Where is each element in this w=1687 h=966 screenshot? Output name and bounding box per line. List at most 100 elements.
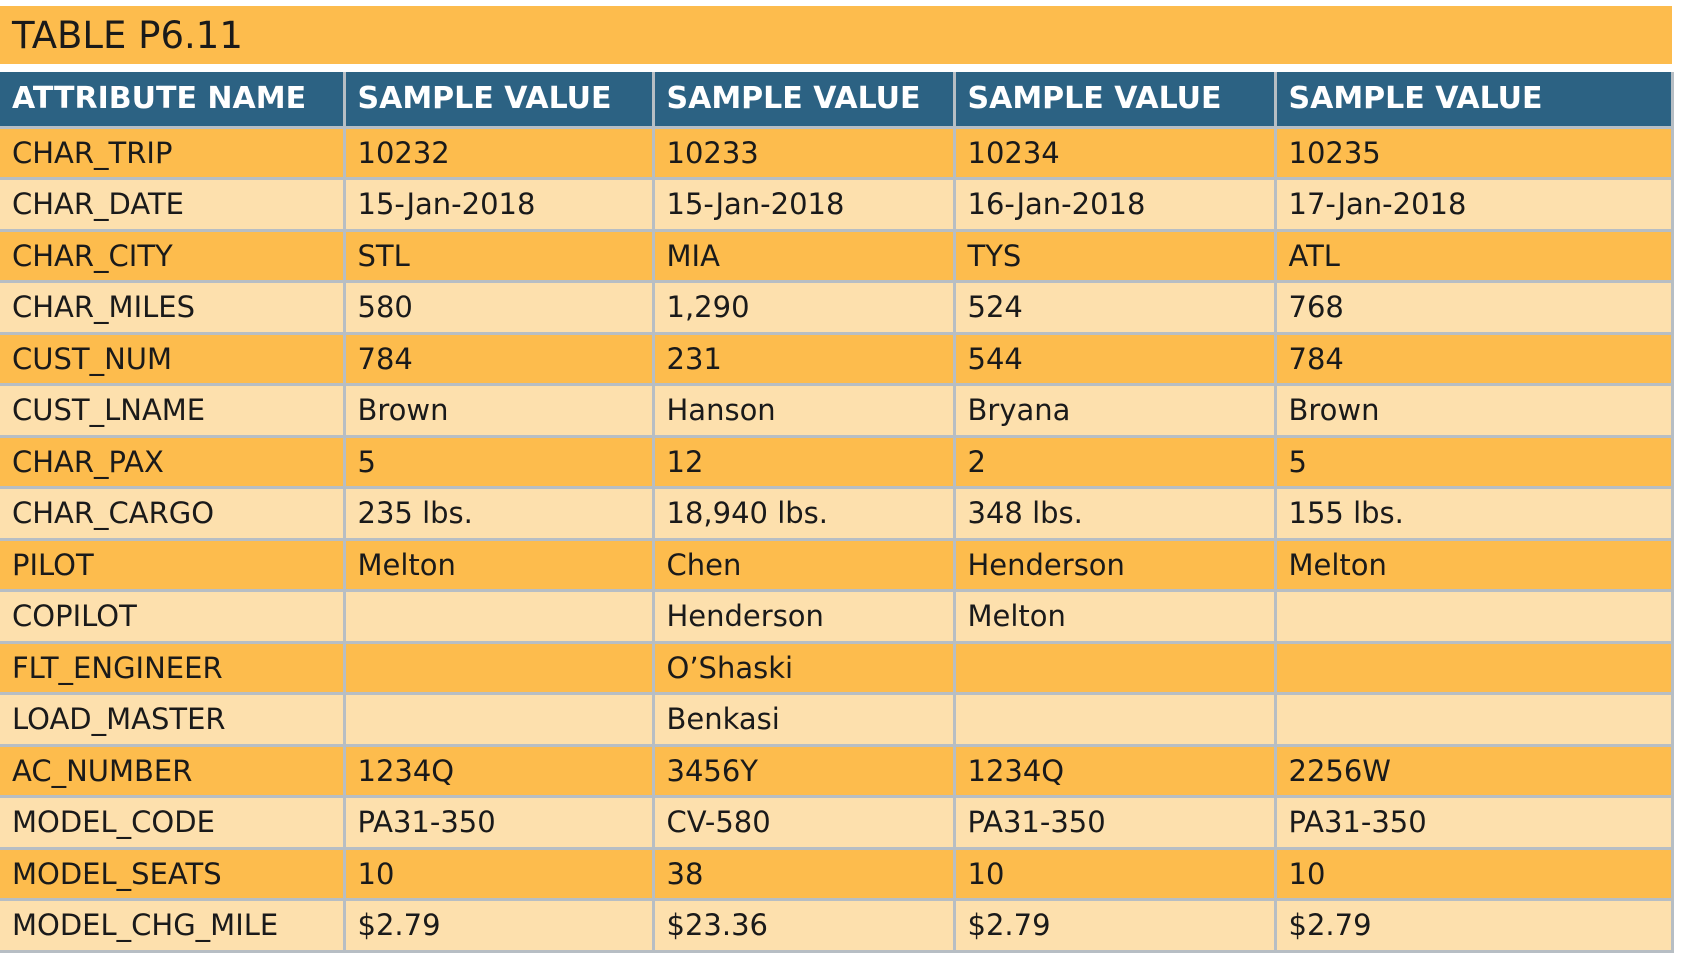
table-row: FLT_ENGINEER O’Shaski: [0, 640, 1674, 695]
sample-value-cell: 10: [952, 846, 1277, 901]
sample-value-cell: Chen: [651, 537, 956, 592]
sample-value-cell: 155 lbs.: [1273, 486, 1674, 541]
attribute-name-cell: FLT_ENGINEER: [0, 640, 346, 695]
sample-value-cell: [342, 589, 655, 644]
table-row: CHAR_MILES 580 1,290 524 768: [0, 280, 1674, 335]
table-row: AC_NUMBER 1234Q 3456Y 1234Q 2256W: [0, 743, 1674, 798]
table-title: TABLE P6.11: [12, 13, 243, 57]
attribute-name-cell: CHAR_TRIP: [0, 125, 346, 180]
table-row: PILOT Melton Chen Henderson Melton: [0, 537, 1674, 592]
sample-value-cell: Melton: [952, 589, 1277, 644]
sample-value-cell: PA31-350: [1273, 795, 1674, 850]
attribute-name-cell: CHAR_PAX: [0, 434, 346, 489]
table-row: CHAR_TRIP 10232 10233 10234 10235: [0, 125, 1674, 180]
sample-value-cell: Brown: [342, 383, 655, 438]
table-row: CHAR_CITY STL MIA TYS ATL: [0, 228, 1674, 283]
sample-value-cell: 768: [1273, 280, 1674, 335]
sample-value-cell: PA31-350: [952, 795, 1277, 850]
table-row: MODEL_CHG_MILE $2.79 $23.36 $2.79 $2.79: [0, 898, 1674, 953]
sample-value-cell: MIA: [651, 228, 956, 283]
header-sample-value-3: SAMPLE VALUE: [952, 72, 1277, 129]
table-row: CHAR_PAX 5 12 2 5: [0, 434, 1674, 489]
sample-value-cell: TYS: [952, 228, 1277, 283]
sample-value-cell: 1234Q: [342, 743, 655, 798]
sample-value-cell: 2256W: [1273, 743, 1674, 798]
sample-value-cell: Brown: [1273, 383, 1674, 438]
sample-value-cell: [1273, 589, 1674, 644]
sample-value-cell: 544: [952, 331, 1277, 386]
attribute-name-cell: CHAR_CARGO: [0, 486, 346, 541]
sample-value-cell: 10232: [342, 125, 655, 180]
sample-value-cell: 18,940 lbs.: [651, 486, 956, 541]
attribute-name-cell: CUST_NUM: [0, 331, 346, 386]
attribute-name-cell: PILOT: [0, 537, 346, 592]
sample-value-cell: O’Shaski: [651, 640, 956, 695]
sample-value-cell: $2.79: [1273, 898, 1674, 953]
sample-value-cell: 348 lbs.: [952, 486, 1277, 541]
sample-value-cell: 1,290: [651, 280, 956, 335]
attribute-name-cell: CUST_LNAME: [0, 383, 346, 438]
sample-value-cell: Bryana: [952, 383, 1277, 438]
sample-value-cell: 10: [1273, 846, 1674, 901]
sample-value-cell: 10235: [1273, 125, 1674, 180]
sample-value-cell: 15-Jan-2018: [651, 177, 956, 232]
table-row: MODEL_CODE PA31-350 CV-580 PA31-350 PA31-350: [0, 795, 1674, 850]
table-row: CUST_NUM 784 231 544 784: [0, 331, 1674, 386]
sample-value-cell: 10: [342, 846, 655, 901]
sample-value-cell: [952, 640, 1277, 695]
attribute-table: ATTRIBUTE NAME SAMPLE VALUE SAMPLE VALUE…: [0, 72, 1674, 953]
sample-value-cell: STL: [342, 228, 655, 283]
sample-value-cell: Hanson: [651, 383, 956, 438]
sample-value-cell: 235 lbs.: [342, 486, 655, 541]
header-sample-value-4: SAMPLE VALUE: [1273, 72, 1674, 129]
sample-value-cell: [342, 692, 655, 747]
attribute-name-cell: CHAR_DATE: [0, 177, 346, 232]
attribute-name-cell: MODEL_SEATS: [0, 846, 346, 901]
sample-value-cell: $2.79: [952, 898, 1277, 953]
sample-value-cell: [1273, 692, 1674, 747]
table-body: CHAR_TRIP 10232 10233 10234 10235 CHAR_DATE 15…: [0, 125, 1674, 953]
sample-value-cell: 231: [651, 331, 956, 386]
sample-value-cell: $2.79: [342, 898, 655, 953]
sample-value-cell: [342, 640, 655, 695]
table-title-bar: TABLE P6.11: [0, 6, 1672, 64]
header-row: ATTRIBUTE NAME SAMPLE VALUE SAMPLE VALUE…: [0, 72, 1674, 129]
table-row: MODEL_SEATS 10 38 10 10: [0, 846, 1674, 901]
sample-value-cell: 580: [342, 280, 655, 335]
attribute-name-cell: COPILOT: [0, 589, 346, 644]
header-sample-value-1: SAMPLE VALUE: [342, 72, 655, 129]
sample-value-cell: $23.36: [651, 898, 956, 953]
attribute-name-cell: CHAR_CITY: [0, 228, 346, 283]
sample-value-cell: 15-Jan-2018: [342, 177, 655, 232]
sample-value-cell: 12: [651, 434, 956, 489]
sample-value-cell: Benkasi: [651, 692, 956, 747]
sample-value-cell: [952, 692, 1277, 747]
sample-value-cell: 524: [952, 280, 1277, 335]
sample-value-cell: 5: [342, 434, 655, 489]
sample-value-cell: 10233: [651, 125, 956, 180]
attribute-name-cell: LOAD_MASTER: [0, 692, 346, 747]
sample-value-cell: Henderson: [651, 589, 956, 644]
sample-value-cell: 16-Jan-2018: [952, 177, 1277, 232]
attribute-name-cell: MODEL_CHG_MILE: [0, 898, 346, 953]
table-row: COPILOT Henderson Melton: [0, 589, 1674, 644]
attribute-name-cell: CHAR_MILES: [0, 280, 346, 335]
sample-value-cell: 5: [1273, 434, 1674, 489]
sample-value-cell: Melton: [1273, 537, 1674, 592]
table-row: CUST_LNAME Brown Hanson Bryana Brown: [0, 383, 1674, 438]
header-attribute-name: ATTRIBUTE NAME: [0, 72, 346, 129]
sample-value-cell: 3456Y: [651, 743, 956, 798]
sample-value-cell: CV-580: [651, 795, 956, 850]
sample-value-cell: Melton: [342, 537, 655, 592]
attribute-name-cell: MODEL_CODE: [0, 795, 346, 850]
sample-value-cell: 10234: [952, 125, 1277, 180]
sample-value-cell: 784: [1273, 331, 1674, 386]
sample-value-cell: 2: [952, 434, 1277, 489]
header-sample-value-2: SAMPLE VALUE: [651, 72, 956, 129]
attribute-name-cell: AC_NUMBER: [0, 743, 346, 798]
sample-value-cell: [1273, 640, 1674, 695]
sample-value-cell: 17-Jan-2018: [1273, 177, 1674, 232]
table-row: LOAD_MASTER Benkasi: [0, 692, 1674, 747]
sample-value-cell: ATL: [1273, 228, 1674, 283]
sample-value-cell: 1234Q: [952, 743, 1277, 798]
